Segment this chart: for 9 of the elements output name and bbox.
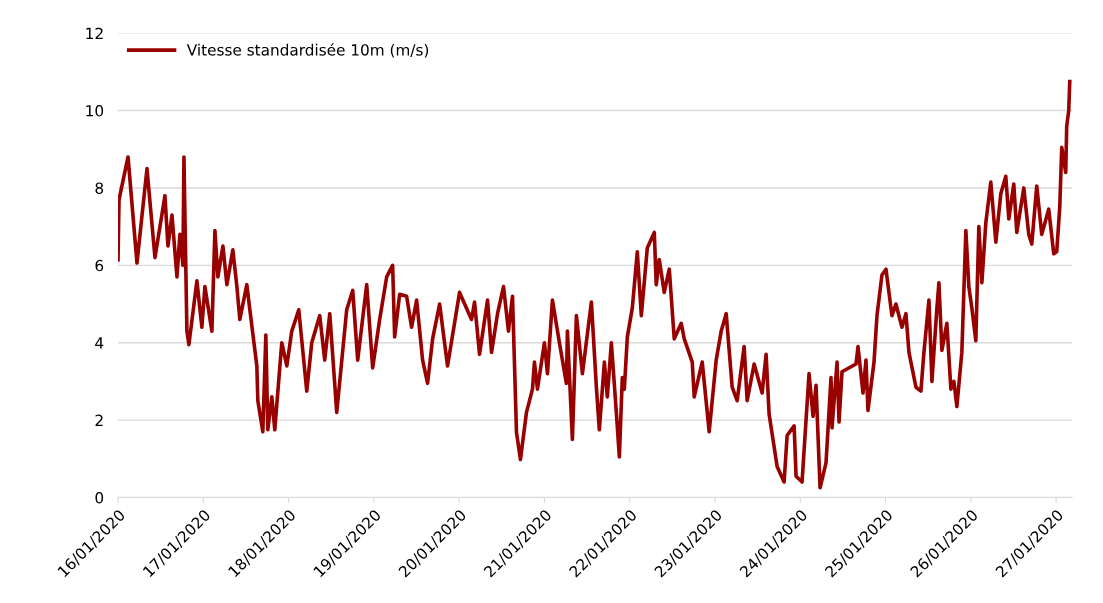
legend-label: Vitesse standardisée 10m (m/s) [186,43,429,58]
y-tick-label: 10 [86,105,104,117]
line-series [118,79,1072,490]
y-tick-label: 0 [95,491,104,504]
y-tick-label: 4 [95,337,104,349]
y-tick-label: 8 [95,182,104,194]
y-tick-label: 2 [95,414,103,426]
y-tick-label: 6 [95,259,104,272]
y-tick-label: 12 [86,27,103,39]
